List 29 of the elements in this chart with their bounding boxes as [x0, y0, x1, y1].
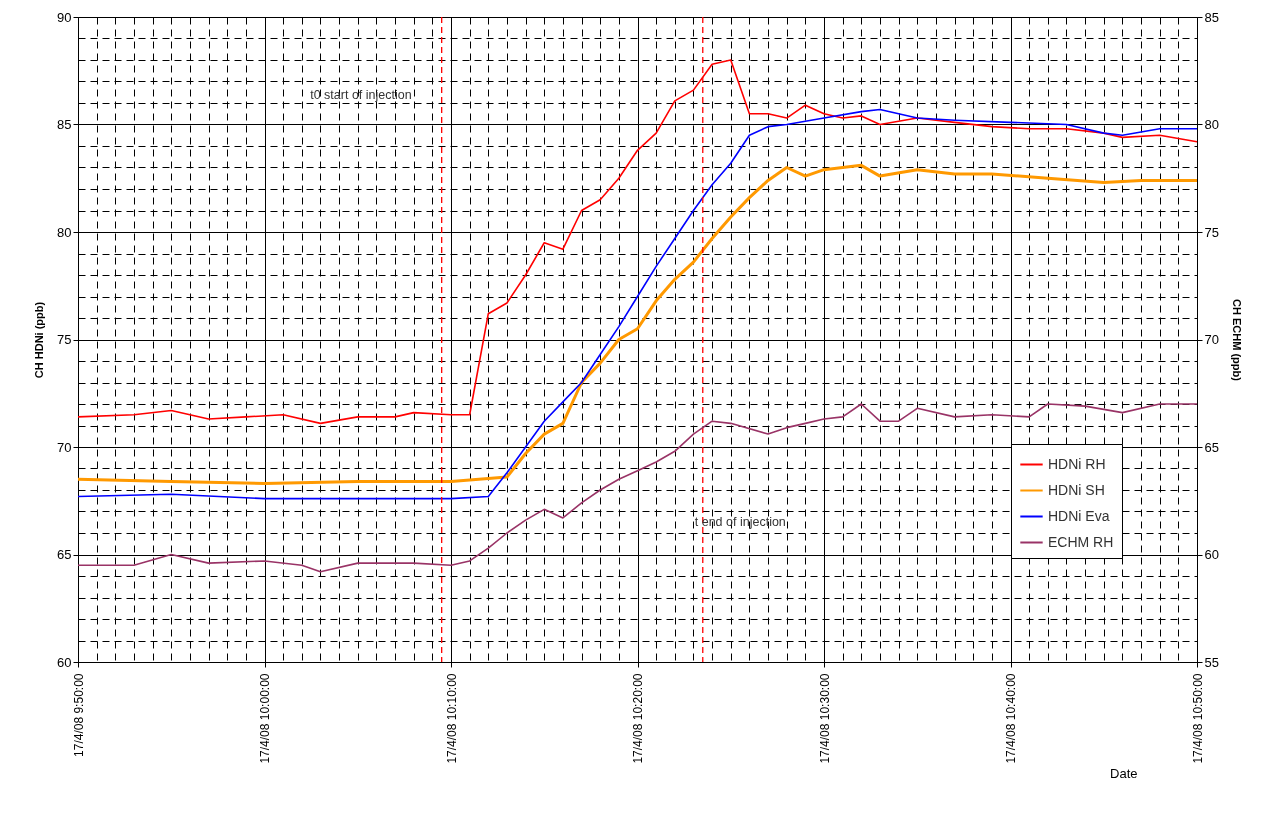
x-tick-label: 17/4/08 9:50:00	[71, 673, 86, 757]
y2-tick-label: 80	[1204, 117, 1219, 132]
y2-tick-label: 65	[1204, 439, 1219, 455]
x-tick-label: 17/4/08 10:20:00	[631, 673, 645, 764]
y2-axis-title: CH ECHM (ppb)	[1230, 299, 1243, 382]
y-tick-label: 90	[57, 9, 72, 25]
y2-tick-label: 75	[1204, 224, 1219, 240]
legend-label: ECHM RH	[1048, 533, 1114, 550]
y2-tick-label: 85	[1204, 9, 1219, 25]
y-tick-label: 75	[57, 332, 72, 347]
y-tick-label: 65	[57, 547, 72, 562]
x-tick-label: 17/4/08 10:30:00	[817, 673, 832, 764]
legend-label: HDNi SH	[1048, 481, 1105, 498]
y-tick-label: 70	[57, 439, 72, 455]
x-axis-title: Date	[1110, 765, 1138, 781]
y2-tick-label: 60	[1204, 547, 1219, 562]
x-tick-label: 17/4/08 10:40:00	[1004, 673, 1018, 764]
x-tick-label: 17/4/08 10:10:00	[444, 673, 459, 764]
ref-line-label: t0 start of injection	[310, 88, 412, 102]
y2-tick-label: 70	[1204, 332, 1219, 347]
y-tick-label: 85	[57, 117, 72, 132]
y2-tick-label: 55	[1204, 654, 1219, 670]
y-tick-label: 60	[57, 654, 72, 670]
y-axis-title: CH HDNi (ppb)	[33, 301, 46, 379]
x-tick-label: 17/4/08 10:00:00	[258, 673, 272, 764]
x-tick-label: 17/4/08 10:50:00	[1190, 673, 1205, 764]
legend-label: HDNi Eva	[1048, 507, 1110, 524]
y-tick-label: 80	[57, 224, 72, 240]
legend-label: HDNi RH	[1048, 455, 1106, 472]
